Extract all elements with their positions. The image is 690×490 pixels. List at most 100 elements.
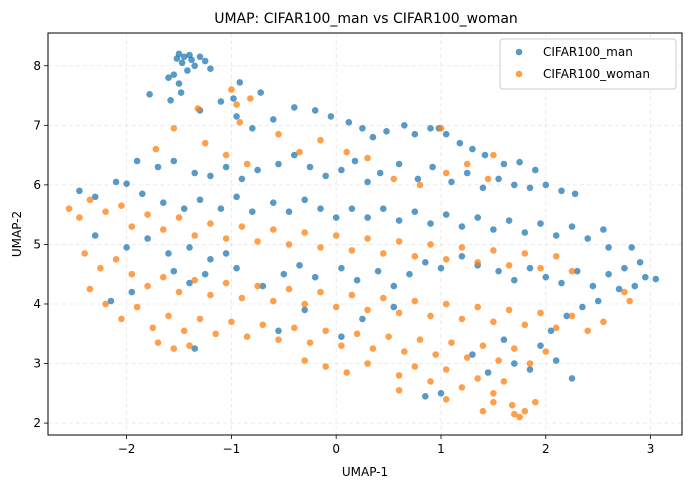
data-point bbox=[332, 232, 340, 239]
data-point bbox=[257, 89, 265, 96]
chart-title: UMAP: CIFAR100_man vs CIFAR100_woman bbox=[214, 11, 518, 27]
data-point bbox=[442, 396, 450, 403]
data-point bbox=[442, 366, 450, 373]
data-point bbox=[322, 172, 330, 180]
data-point bbox=[427, 378, 434, 385]
data-point bbox=[160, 273, 167, 281]
data-point bbox=[306, 163, 314, 171]
data-point bbox=[631, 282, 639, 290]
data-point bbox=[270, 226, 277, 233]
data-point bbox=[184, 67, 191, 74]
data-point bbox=[395, 217, 403, 224]
data-point bbox=[217, 205, 225, 212]
data-point bbox=[275, 327, 282, 335]
data-point bbox=[180, 327, 188, 335]
y-tick-label: 2 bbox=[33, 416, 41, 430]
data-point bbox=[275, 336, 282, 344]
data-point bbox=[301, 306, 309, 314]
data-point bbox=[579, 303, 586, 311]
data-point bbox=[427, 220, 434, 227]
data-point bbox=[236, 79, 244, 86]
data-point bbox=[212, 330, 219, 338]
data-point bbox=[332, 303, 340, 311]
data-point bbox=[178, 59, 186, 67]
data-point bbox=[154, 163, 162, 171]
data-point bbox=[364, 235, 371, 242]
data-point bbox=[222, 250, 230, 257]
data-point bbox=[511, 345, 518, 352]
data-point bbox=[422, 259, 429, 266]
data-point bbox=[495, 175, 502, 183]
data-point bbox=[128, 270, 136, 278]
data-point bbox=[322, 363, 330, 370]
data-point bbox=[552, 252, 560, 260]
data-point bbox=[254, 166, 261, 174]
data-point bbox=[416, 181, 424, 189]
data-point bbox=[442, 130, 450, 138]
data-point bbox=[165, 74, 172, 81]
data-point bbox=[500, 378, 508, 385]
data-point bbox=[76, 187, 83, 195]
y-tick-label: 4 bbox=[33, 297, 41, 311]
data-point bbox=[91, 193, 99, 201]
data-point bbox=[285, 208, 293, 215]
data-point bbox=[542, 273, 550, 281]
data-point bbox=[558, 187, 565, 195]
data-point bbox=[474, 259, 482, 266]
data-point bbox=[542, 348, 550, 355]
data-point bbox=[217, 98, 225, 105]
data-point bbox=[406, 270, 413, 278]
data-point bbox=[222, 235, 230, 242]
data-point bbox=[128, 223, 136, 230]
data-point bbox=[296, 148, 303, 156]
data-point bbox=[311, 107, 319, 114]
data-point bbox=[369, 345, 377, 352]
data-point bbox=[196, 53, 204, 61]
data-point bbox=[521, 250, 529, 257]
data-point bbox=[364, 306, 371, 314]
data-point bbox=[259, 282, 267, 290]
data-point bbox=[123, 244, 130, 251]
data-point bbox=[86, 196, 94, 204]
legend-marker-woman bbox=[515, 70, 523, 78]
data-point bbox=[390, 282, 398, 290]
data-point bbox=[652, 275, 660, 283]
data-point bbox=[306, 339, 314, 347]
x-tick-label: 3 bbox=[647, 442, 655, 456]
data-point bbox=[65, 205, 73, 212]
y-tick-label: 8 bbox=[33, 59, 41, 73]
data-point bbox=[186, 342, 193, 350]
data-point bbox=[351, 157, 359, 165]
series-woman bbox=[65, 86, 633, 421]
data-point bbox=[537, 264, 544, 272]
data-point bbox=[628, 244, 635, 251]
y-tick-label: 7 bbox=[33, 118, 41, 132]
data-point bbox=[191, 276, 198, 284]
data-point bbox=[201, 57, 209, 65]
data-point bbox=[437, 264, 445, 272]
data-point bbox=[173, 55, 181, 62]
data-point bbox=[526, 360, 534, 367]
data-point bbox=[401, 122, 408, 129]
data-point bbox=[594, 297, 602, 305]
data-point bbox=[291, 324, 298, 332]
data-point bbox=[359, 125, 366, 132]
data-point bbox=[107, 297, 115, 305]
data-point bbox=[91, 232, 99, 239]
data-point bbox=[238, 223, 246, 230]
data-point bbox=[301, 229, 309, 236]
data-point bbox=[380, 205, 387, 212]
data-point bbox=[175, 214, 183, 221]
x-tick-label: 0 bbox=[332, 442, 340, 456]
data-point bbox=[348, 291, 356, 299]
data-point bbox=[589, 282, 597, 290]
data-point bbox=[376, 169, 384, 177]
data-point bbox=[442, 255, 450, 263]
data-point bbox=[285, 285, 293, 293]
data-point bbox=[222, 279, 230, 287]
data-point bbox=[201, 270, 209, 278]
data-point bbox=[448, 339, 455, 347]
data-point bbox=[442, 211, 450, 218]
data-point bbox=[547, 327, 555, 335]
data-point bbox=[222, 163, 230, 171]
